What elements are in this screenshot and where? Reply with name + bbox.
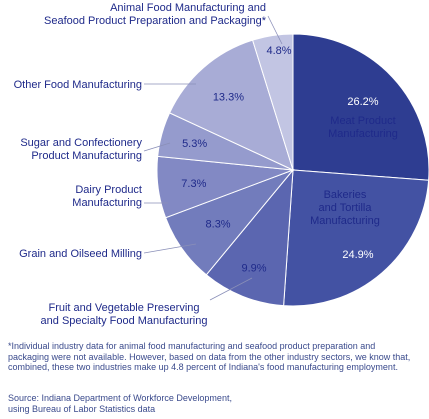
pct-label-bakeries: 24.9%: [342, 249, 373, 261]
pct-label-fruit: 9.9%: [242, 263, 267, 275]
pct-label-sugar: 5.3%: [182, 138, 207, 150]
pie-slice-fruit: [205, 168, 294, 307]
callout-bakeries-line-3: Manufacturing: [310, 215, 380, 227]
pct-label-animal: 4.8%: [266, 45, 291, 57]
callout-grain-line-1: Grain and Oilseed Milling: [19, 248, 142, 260]
callout-meat-line-1: Meat Product: [330, 115, 395, 127]
pie-slice-bakeries: [283, 169, 429, 307]
callout-fruit-line-2: and Specialty Food Manufacturing: [41, 315, 208, 327]
callout-dairy-line-2: Manufacturing: [72, 197, 142, 209]
pct-label-other: 13.3%: [213, 91, 244, 103]
source-line-2: using Bureau of Labor Statistics data: [8, 403, 156, 414]
pie-slice-meat: [292, 33, 429, 181]
callout-meat-line-2: Manufacturing: [328, 128, 398, 140]
leader-lines: [143, 15, 283, 301]
callout-sugar-line-1: Sugar and Confectionery: [20, 137, 142, 149]
callout-fruit-line-1: Fruit and Vegetable Preserving: [48, 302, 199, 314]
pie-slice-other: [168, 39, 294, 171]
callout-animal-line-2: Seafood Product Preparation and Packagin…: [44, 15, 267, 27]
callout-bakeries-line-1: Bakeries: [324, 189, 367, 201]
pct-label-grain: 8.3%: [206, 218, 231, 230]
callout-dairy-line-1: Dairy Product: [75, 184, 142, 196]
source-line-1: Source: Indiana Department of Workforce …: [8, 393, 232, 403]
leader-line-fruit: [209, 277, 253, 301]
callout-animal-line-1: Animal Food Manufacturing and: [110, 2, 266, 14]
leader-line-grain: [143, 243, 197, 254]
source-note: Source: Indiana Department of Workforce …: [8, 393, 418, 414]
callout-bakeries-line-2: and Tortilla: [319, 202, 373, 214]
callout-other-line-1: Other Food Manufacturing: [14, 79, 142, 91]
leader-line-animal: [267, 15, 283, 45]
pie-slices: [156, 33, 429, 307]
callout-sugar-line-2: Product Manufacturing: [31, 150, 142, 162]
leader-line-sugar: [143, 142, 171, 152]
pct-label-dairy: 7.3%: [181, 178, 206, 190]
footnote: *Individual industry data for animal foo…: [8, 341, 411, 372]
pie-slice-animal: [251, 33, 294, 171]
pct-label-meat: 26.2%: [347, 96, 378, 108]
percent-labels: 26.2% 24.9% 9.9% 8.3% 7.3% 5.3% 13.3% 4.8%: [181, 45, 379, 275]
